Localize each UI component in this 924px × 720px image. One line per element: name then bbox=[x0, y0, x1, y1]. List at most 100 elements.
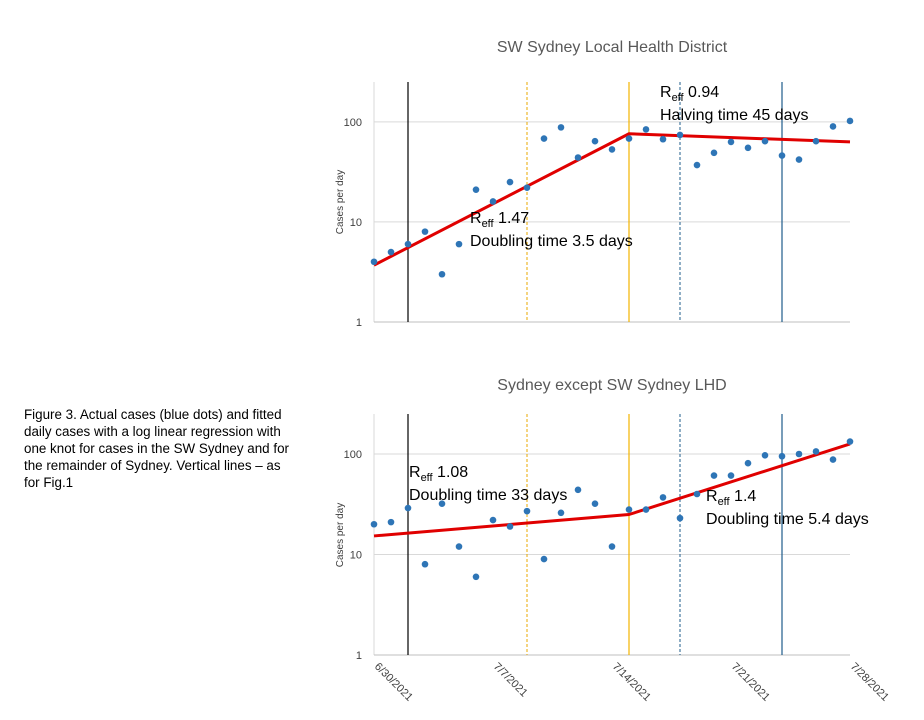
data-point bbox=[591, 137, 599, 145]
y-axis-label: Cases per day bbox=[335, 170, 346, 234]
chart-2: 1 10 100 Sydney except SW Sydney LHD Cases p… bbox=[335, 377, 891, 704]
caption-line-4: the remainder of Sydney. Vertical lines … bbox=[24, 458, 281, 473]
annotation-time: Doubling time 33 days bbox=[409, 487, 567, 504]
caption-line-1: Figure 3. Actual cases (blue dots) and f… bbox=[24, 407, 282, 422]
data-point bbox=[693, 490, 701, 498]
data-point bbox=[506, 178, 514, 186]
data-point bbox=[404, 504, 412, 512]
annotation-time: Doubling time 3.5 days bbox=[470, 233, 633, 250]
data-point bbox=[370, 520, 378, 528]
data-point bbox=[523, 184, 531, 191]
data-point bbox=[846, 438, 854, 445]
data-point bbox=[744, 144, 752, 152]
data-point bbox=[846, 117, 854, 125]
data-point bbox=[795, 156, 803, 163]
chart-title: SW Sydney Local Health District bbox=[497, 39, 728, 56]
data-point bbox=[472, 186, 480, 193]
data-point bbox=[608, 543, 616, 550]
annotation-reff: Reff 1.47 bbox=[470, 210, 529, 230]
data-point bbox=[404, 240, 412, 248]
data-point bbox=[557, 124, 565, 131]
reff-value: 1.47 bbox=[494, 210, 530, 227]
data-point bbox=[421, 560, 429, 568]
annotation-reff: Reff 1.08 bbox=[409, 464, 468, 484]
data-point bbox=[574, 154, 582, 161]
data-point bbox=[608, 146, 616, 153]
data-point bbox=[642, 126, 650, 133]
data-point bbox=[761, 452, 769, 459]
data-point bbox=[693, 161, 701, 169]
y-tick-label: 10 bbox=[350, 217, 362, 229]
reff-base: R bbox=[706, 488, 718, 505]
data-point bbox=[523, 507, 531, 515]
data-point bbox=[625, 135, 633, 142]
y-tick-label: 100 bbox=[344, 117, 362, 129]
data-point bbox=[812, 137, 820, 145]
chart-1: 1 10 100 SW Sydney Local Health District Cas… bbox=[335, 39, 854, 329]
data-point bbox=[574, 486, 582, 494]
data-point bbox=[387, 518, 395, 526]
data-point bbox=[540, 555, 548, 563]
data-point bbox=[778, 152, 786, 159]
data-point bbox=[710, 472, 718, 479]
data-point bbox=[438, 500, 446, 508]
data-point bbox=[727, 138, 735, 146]
data-point bbox=[778, 452, 786, 460]
data-point bbox=[812, 448, 820, 455]
data-point bbox=[506, 523, 514, 530]
annotation-reff: Reff 1.4 bbox=[706, 488, 756, 508]
data-point bbox=[761, 137, 769, 145]
annotation-time: Doubling time 5.4 days bbox=[706, 511, 869, 528]
reff-sub: eff bbox=[718, 496, 731, 508]
reff-value: 1.08 bbox=[433, 464, 469, 481]
reff-value: 1.4 bbox=[730, 488, 757, 505]
data-point bbox=[455, 543, 463, 550]
y-axis-label: Cases per day bbox=[335, 503, 346, 567]
data-point bbox=[591, 500, 599, 508]
y-tick-label: 100 bbox=[344, 449, 362, 461]
data-point bbox=[676, 514, 684, 522]
data-point bbox=[829, 123, 837, 130]
data-point bbox=[455, 240, 463, 248]
caption-line-3: one knot for cases in the SW Sydney and … bbox=[24, 441, 289, 456]
chart-title: Sydney except SW Sydney LHD bbox=[497, 377, 726, 394]
figure-caption: Figure 3. Actual cases (blue dots) and f… bbox=[24, 406, 314, 491]
reff-sub: eff bbox=[421, 472, 434, 484]
data-point bbox=[438, 270, 446, 278]
y-tick-label: 10 bbox=[350, 549, 362, 561]
reff-value: 0.94 bbox=[684, 84, 720, 101]
fitted-line bbox=[373, 132, 851, 267]
reff-base: R bbox=[660, 84, 672, 101]
annotation-time: Halving time 45 days bbox=[660, 107, 809, 124]
y-tick-label: 1 bbox=[356, 650, 362, 662]
caption-line-2: daily cases with a log linear regression… bbox=[24, 424, 281, 439]
data-point bbox=[557, 509, 565, 517]
y-tick-label: 1 bbox=[356, 317, 362, 329]
data-point bbox=[540, 135, 548, 142]
data-point bbox=[795, 450, 803, 458]
data-point bbox=[659, 494, 667, 501]
data-point bbox=[489, 516, 497, 524]
reff-base: R bbox=[409, 464, 421, 481]
data-point bbox=[489, 198, 497, 205]
caption-line-5: for Fig.1 bbox=[24, 475, 74, 490]
data-point bbox=[472, 573, 480, 581]
reff-base: R bbox=[470, 210, 482, 227]
x-tick-label: 6/30/2021 bbox=[372, 661, 415, 704]
reff-sub: eff bbox=[482, 218, 495, 230]
x-tick-label: 7/21/2021 bbox=[729, 661, 772, 704]
data-point bbox=[625, 506, 633, 513]
data-point bbox=[676, 131, 684, 139]
data-point bbox=[744, 459, 752, 467]
data-point bbox=[370, 258, 378, 266]
data-point bbox=[642, 506, 650, 513]
x-tick-label: 7/14/2021 bbox=[610, 661, 653, 704]
x-tick-label: 7/28/2021 bbox=[848, 661, 891, 704]
data-point bbox=[387, 248, 395, 256]
data-point bbox=[659, 135, 667, 143]
data-point bbox=[421, 228, 429, 235]
data-point bbox=[710, 149, 718, 157]
fitted-line bbox=[373, 442, 851, 538]
x-tick-label: 7/7/2021 bbox=[491, 661, 530, 700]
